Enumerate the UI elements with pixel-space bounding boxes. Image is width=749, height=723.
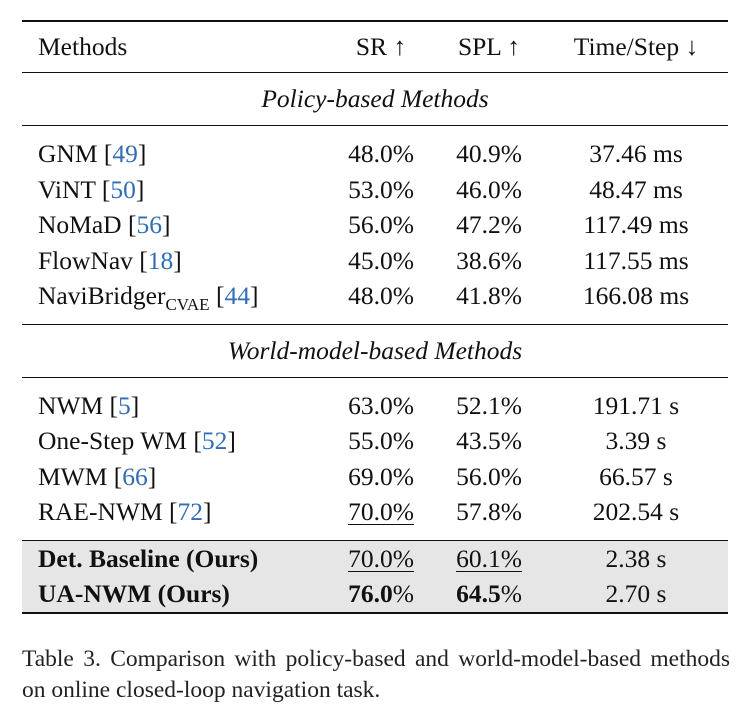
spl-cell: 38.6%	[456, 245, 522, 275]
sr-cell: 70.0%	[328, 539, 434, 576]
method-name: RAE-NWM	[38, 497, 163, 526]
section-header-row: World-model-based Methods	[22, 323, 728, 377]
sr-cell: 45.0%	[348, 245, 414, 275]
percent-sign: %	[392, 579, 414, 608]
method-cell: GNM [49]	[22, 125, 328, 172]
percent-sign: %	[500, 579, 522, 608]
table-row: One-Step WM [52] 55.0% 43.5% 3.39 s	[22, 423, 728, 459]
spl-cell-best: 64.5%	[434, 576, 544, 614]
header-row: Methods SR ↑ SPL ↑ Time/Step ↓	[22, 20, 728, 73]
time-cell: 202.54 s	[592, 497, 680, 526]
method-cell-ours: UA-NWM (Ours)	[22, 576, 328, 614]
sr-value-underlined: 70.0%	[348, 543, 414, 573]
citation-link[interactable]: 18	[147, 245, 174, 275]
table-row: RAE-NWM [72] 70.0% 57.8% 202.54 s	[22, 494, 728, 540]
sr-cell: 69.0%	[348, 461, 414, 491]
spl-cell: 56.0%	[456, 461, 522, 491]
spl-cell: 52.1%	[434, 376, 544, 423]
sr-cell-best: 76.0%	[328, 576, 434, 614]
table-row: NWM [5] 63.0% 52.1% 191.71 s	[22, 376, 728, 423]
sr-cell: 48.0%	[328, 125, 434, 172]
citation-link[interactable]: 44	[224, 281, 250, 310]
sr-value-bold: 76.0	[348, 579, 393, 608]
spl-cell: 60.1%	[434, 539, 544, 576]
citation-link[interactable]: 72	[177, 497, 204, 526]
method-cell: NoMaD [56]	[38, 210, 171, 239]
method-cell: ViNT [50]	[38, 174, 145, 204]
table-row: GNM [49] 48.0% 40.9% 37.46 ms	[22, 125, 728, 172]
method-cell: One-Step WM [52]	[38, 426, 236, 455]
time-cell: 48.47 ms	[589, 174, 683, 204]
method-name: FlowNav	[38, 245, 133, 275]
sr-cell: 53.0%	[348, 174, 414, 204]
time-cell: 3.39 s	[605, 426, 667, 455]
time-cell: 166.08 ms	[582, 281, 690, 310]
method-name: One-Step WM	[38, 426, 187, 455]
sr-value-underlined: 70.0%	[348, 497, 414, 526]
comparison-table-container: Methods SR ↑ SPL ↑ Time/Step ↓ Policy-ba…	[22, 20, 728, 614]
method-cell: NWM [5]	[22, 376, 328, 423]
sr-cell-second-best: 70.0%	[328, 494, 434, 540]
table-row: NaviBridgerCVAE [44] 48.0% 41.8% 166.08 …	[22, 278, 728, 324]
time-cell: 37.46 ms	[544, 125, 728, 172]
method-name: MWM	[38, 461, 108, 491]
method-name: GNM	[38, 139, 98, 168]
time-cell: 191.71 s	[544, 376, 728, 423]
comparison-table: Methods SR ↑ SPL ↑ Time/Step ↓ Policy-ba…	[22, 20, 728, 614]
method-cell: RAE-NWM [72]	[38, 497, 212, 526]
citation-link[interactable]: 49	[112, 139, 138, 168]
spl-cell: 57.8%	[456, 497, 522, 526]
spl-value-bold: 64.5	[456, 579, 501, 608]
method-cell: MWM [66]	[38, 461, 157, 491]
table-caption: Table 3. Comparison with policy-based an…	[22, 646, 730, 703]
citation-link[interactable]: 66	[122, 461, 148, 491]
spl-cell: 40.9%	[434, 125, 544, 172]
table-row: FlowNav [18] 45.0% 38.6% 117.55 ms	[22, 243, 728, 279]
citation-link[interactable]: 5	[118, 390, 131, 420]
time-cell: 2.38 s	[544, 539, 728, 576]
time-cell: 117.55 ms	[583, 245, 689, 275]
col-header-sr: SR ↑	[328, 20, 434, 73]
method-cell-ours: Det. Baseline (Ours)	[22, 539, 328, 576]
sr-cell: 55.0%	[348, 426, 414, 455]
method-cell: FlowNav [18]	[38, 245, 182, 275]
table-row: NoMaD [56] 56.0% 47.2% 117.49 ms	[22, 207, 728, 243]
citation-link[interactable]: 50	[110, 174, 136, 204]
spl-cell: 47.2%	[456, 210, 522, 239]
citation-link[interactable]: 52	[201, 426, 228, 455]
table-row: MWM [66] 69.0% 56.0% 66.57 s	[22, 459, 728, 495]
sr-cell: 63.0%	[328, 376, 434, 423]
sr-cell: 48.0%	[348, 281, 414, 310]
time-cell: 117.49 ms	[583, 210, 689, 239]
spl-cell: 41.8%	[456, 281, 522, 310]
section-title-world-model: World-model-based Methods	[22, 323, 728, 377]
table-row: ViNT [50] 53.0% 46.0% 48.47 ms	[22, 172, 728, 208]
citation-link[interactable]: 56	[136, 210, 162, 239]
method-cell: NaviBridgerCVAE [44]	[38, 281, 259, 314]
time-cell: 2.70 s	[544, 576, 728, 614]
col-header-time: Time/Step ↓	[544, 20, 728, 73]
col-header-methods: Methods	[22, 20, 328, 73]
spl-value-underlined: 60.1%	[456, 543, 522, 573]
section-header-row: Policy-based Methods	[22, 72, 728, 126]
sr-cell: 56.0%	[348, 210, 414, 239]
method-name: ViNT	[38, 174, 96, 204]
ours-row: Det. Baseline (Ours) 70.0% 60.1% 2.38 s	[22, 539, 728, 576]
spl-cell: 43.5%	[456, 426, 522, 455]
col-header-spl: SPL ↑	[434, 20, 544, 73]
method-name: NaviBridger	[38, 281, 166, 310]
method-name: NWM	[38, 390, 104, 420]
time-cell: 66.57 s	[599, 461, 673, 491]
method-subscript: CVAE	[165, 295, 210, 314]
method-name: NoMaD	[38, 210, 122, 239]
section-title-policy: Policy-based Methods	[22, 72, 728, 126]
spl-cell: 46.0%	[456, 174, 522, 204]
ours-row: UA-NWM (Ours) 76.0% 64.5% 2.70 s	[22, 576, 728, 614]
